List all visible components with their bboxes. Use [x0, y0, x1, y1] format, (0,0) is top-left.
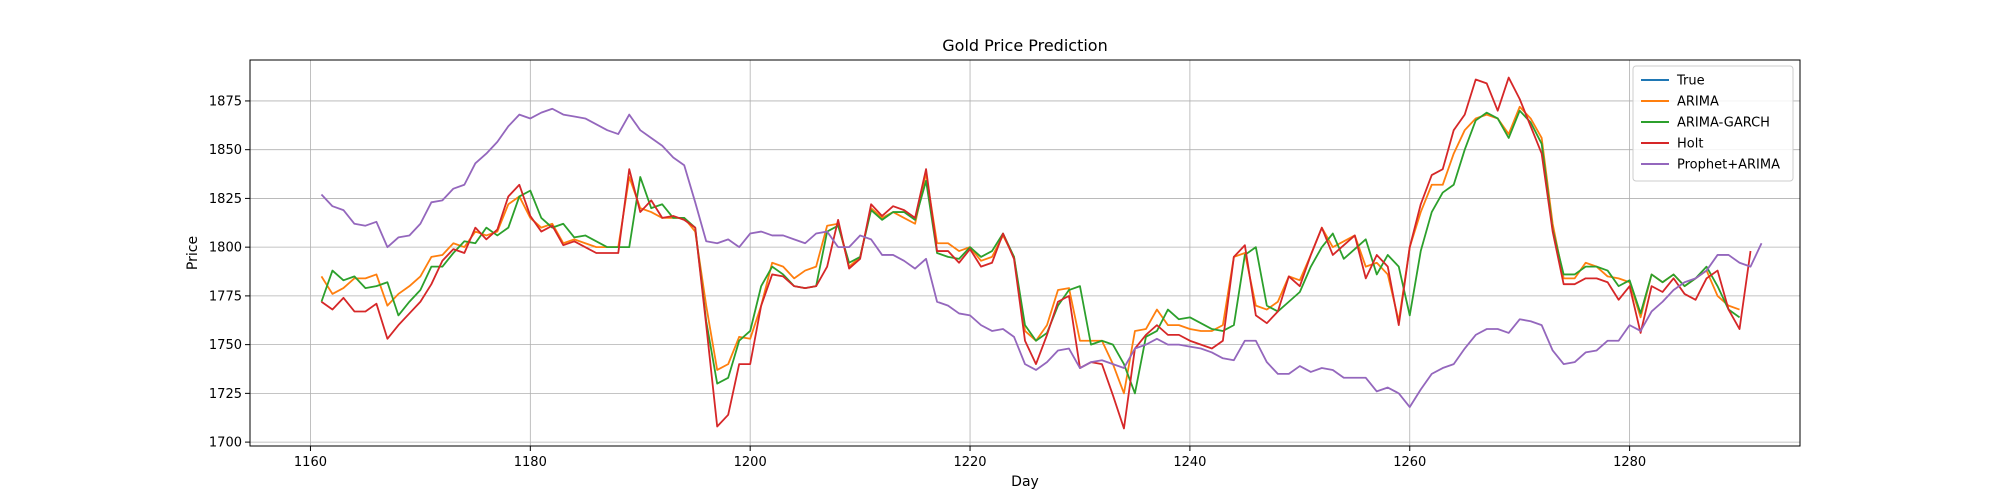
- x-tick-label: 1240: [1173, 455, 1206, 470]
- x-axis-label: Day: [1011, 474, 1039, 490]
- legend: True ARIMA ARIMA-GARCH Holt Prophet+ARIMA: [1632, 65, 1794, 182]
- series-line-holt: [320, 76, 1752, 430]
- grid: [250, 60, 1800, 446]
- y-tick-label: 1750: [209, 338, 242, 353]
- x-tick-label: 1160: [294, 455, 327, 470]
- legend-label: Holt: [1677, 137, 1703, 152]
- chart-title: Gold Price Prediction: [942, 36, 1107, 55]
- y-tick-label: 1775: [209, 289, 242, 304]
- plot-frame: [249, 59, 1801, 447]
- x-tick-label: 1180: [514, 455, 547, 470]
- y-tick-label: 1725: [209, 387, 242, 402]
- y-tick-label: 1800: [209, 241, 242, 256]
- x-tick-label: 1280: [1613, 455, 1646, 470]
- series-lines: [320, 76, 1763, 430]
- ticks: 1160 1180 1200 1220 1240 1260 1280 1700 1725 1750…: [209, 94, 1646, 470]
- series-line-arima: [320, 105, 1740, 395]
- x-tick-label: 1260: [1393, 455, 1426, 470]
- y-axis-label: Price: [185, 236, 201, 270]
- legend-label: Prophet+ARIMA: [1677, 158, 1780, 173]
- x-tick-label: 1220: [953, 455, 986, 470]
- legend-label: ARIMA: [1677, 95, 1719, 110]
- legend-box: [1632, 65, 1794, 182]
- series-line-arima-garch: [320, 109, 1741, 395]
- y-tick-label: 1875: [209, 94, 242, 109]
- legend-label: ARIMA-GARCH: [1677, 116, 1770, 131]
- y-tick-label: 1700: [209, 436, 242, 451]
- series-line-prophet-arima: [320, 107, 1763, 408]
- y-tick-label: 1850: [209, 143, 242, 158]
- legend-label: True: [1676, 74, 1705, 89]
- x-tick-label: 1200: [734, 455, 767, 470]
- y-tick-label: 1825: [209, 192, 242, 207]
